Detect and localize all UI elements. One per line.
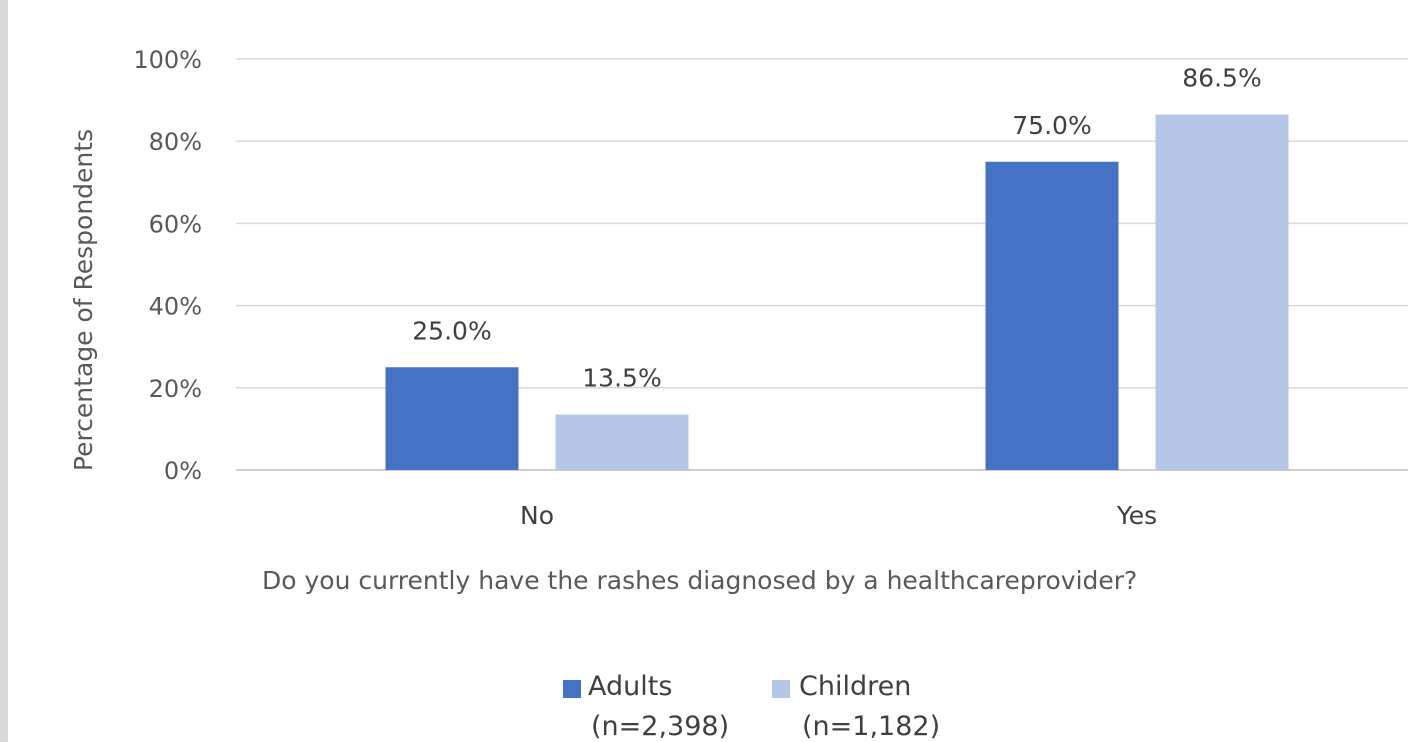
y-tick-label: 20% <box>149 375 202 403</box>
legend-swatch-children <box>772 680 790 698</box>
legend-label-children: Children <box>799 671 911 702</box>
y-tick-label: 60% <box>149 210 202 238</box>
legend: Adults (n=2,398) Children (n=1,182) <box>563 671 940 742</box>
category-label: No <box>520 501 554 530</box>
y-tick-label: 100% <box>133 46 202 74</box>
y-tick-label: 80% <box>149 128 202 156</box>
category-labels: No Yes <box>520 501 1157 530</box>
bar-adults-no <box>385 367 519 470</box>
y-tick-label: 40% <box>149 293 202 321</box>
data-label: 13.5% <box>582 364 661 393</box>
y-axis-title: Percentage of Respondents <box>69 129 98 471</box>
y-tick-label: 0% <box>164 457 202 485</box>
x-axis-title: Do you currently have the rashes diagnos… <box>262 566 1137 595</box>
y-tick-labels: 0% 20% 40% 60% 80% 100% <box>133 46 202 485</box>
data-labels: 25.0% 13.5% 75.0% 86.5% <box>412 63 1261 392</box>
legend-swatch-adults <box>563 680 581 698</box>
legend-sublabel-children: (n=1,182) <box>802 711 940 742</box>
legend-label-adults: Adults <box>588 671 672 702</box>
bars <box>385 114 1289 471</box>
category-label: Yes <box>1116 501 1157 530</box>
chart-left-border <box>0 0 8 742</box>
legend-sublabel-adults: (n=2,398) <box>591 711 729 742</box>
data-label: 86.5% <box>1182 63 1261 92</box>
data-label: 25.0% <box>412 316 491 345</box>
bar-children-yes <box>1155 114 1289 471</box>
bar-adults-yes <box>985 161 1119 470</box>
data-label: 75.0% <box>1012 111 1091 140</box>
bar-children-no <box>555 414 689 470</box>
